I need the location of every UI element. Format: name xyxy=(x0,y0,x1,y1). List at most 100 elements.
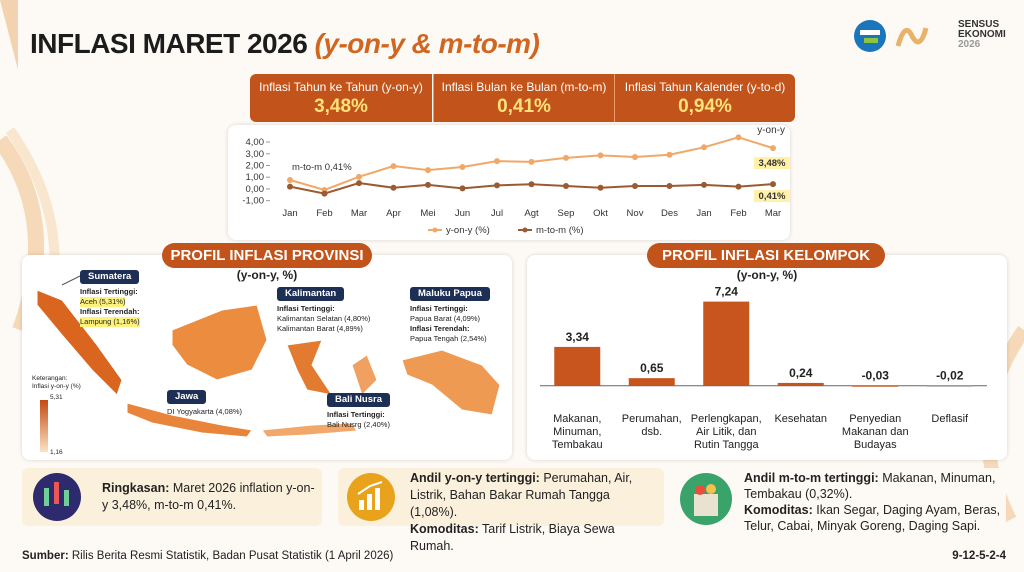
legend-label: m-to-m (%) xyxy=(536,225,584,236)
x-tick-label: Des xyxy=(661,208,678,219)
icon xyxy=(33,473,81,521)
panel-title: PROFIL INFLASI PROVINSI xyxy=(162,243,372,268)
x-tick-label: Jan xyxy=(696,208,711,219)
x-tick-label: Jul xyxy=(491,208,503,219)
logo-text: SENSUS EKONOMI 2026 xyxy=(958,19,1006,50)
x-tick-label: Mei xyxy=(420,208,435,219)
bar-chart: 3,34 0,65 7,24 0,24 -0,03 -0,02 xyxy=(540,285,987,387)
data-point xyxy=(563,183,569,189)
legend-swatch xyxy=(522,227,528,233)
data-point xyxy=(666,151,673,158)
x-tick-label: Feb xyxy=(730,208,746,219)
bar xyxy=(777,382,824,386)
bar xyxy=(926,385,973,387)
x-tick-label: Mar xyxy=(765,208,781,219)
x-tick-label: Jan xyxy=(282,208,297,219)
x-tick-label: Sep xyxy=(558,208,575,219)
y-tick-label: -1,00 xyxy=(242,196,264,207)
data-point xyxy=(494,158,500,165)
panel-title: PROFIL INFLASI KELOMPOK xyxy=(647,243,885,268)
annotation: m-to-m 0,41% xyxy=(292,162,352,173)
data-point xyxy=(528,181,535,188)
x-tick-label: Okt xyxy=(593,208,608,219)
panel-subtitle: (y-on-y, %) xyxy=(236,268,298,282)
summary-box: Ringkasan: Maret 2026 inflation y-on-y 3… xyxy=(22,468,322,526)
group-panel: PROFIL INFLASI KELOMPOK (y-on-y, %) 3,34… xyxy=(527,243,1007,460)
region-callout: Bali Nusra Inflasi Tertinggi: Bali Nusrg (… xyxy=(327,393,390,429)
data-point xyxy=(597,152,604,159)
legend-label: y-on-y (%) xyxy=(446,225,490,236)
label-bg xyxy=(754,157,790,170)
value-label: 0,41% xyxy=(759,191,786,202)
logo-mark xyxy=(854,20,929,52)
line-chart: 4,003,002,001,000,00-1,00 Jan Feb Mar Apr Mei… xyxy=(242,125,790,236)
color-scale xyxy=(40,400,48,452)
province-panel: PROFIL INFLASI PROVINSI (y-on-y, %) Suma… xyxy=(22,243,512,460)
data-point xyxy=(770,145,776,152)
bar xyxy=(554,346,601,386)
value-label: 3,48% xyxy=(759,158,786,169)
y-tick-label: 0,00 xyxy=(246,184,265,195)
logo: SENSUS EKONOMI 2026 xyxy=(850,16,1010,56)
category-label: Makanan, Minuman, Tembakau xyxy=(551,413,603,451)
y-tick-label: 4,00 xyxy=(246,137,265,148)
legend-min: 1,16 xyxy=(50,449,63,456)
data-point xyxy=(425,181,431,188)
x-tick-label: Mar xyxy=(351,208,367,219)
bar xyxy=(703,301,750,386)
data-point xyxy=(735,134,742,141)
panel-subtitle: (y-on-y, %) xyxy=(736,268,798,282)
kpi: Inflasi Bulan ke Bulan (m-to-m) 0,41% xyxy=(433,74,614,122)
bar xyxy=(628,378,675,386)
bar xyxy=(852,385,899,387)
data-point xyxy=(356,180,362,187)
region-callout: Maluku Papua Inflasi Tertinggi: Papua Bara… xyxy=(410,287,490,344)
y-tick-label: 2,00 xyxy=(246,160,265,171)
label-bg xyxy=(754,190,790,203)
value-label: 7,24 xyxy=(715,285,739,299)
icon xyxy=(347,473,395,521)
data-point xyxy=(528,158,535,165)
category-label: Perlengkapan, Air Litik, dan Rutin Tangg… xyxy=(690,413,762,451)
y-tick-label: 3,00 xyxy=(246,149,265,160)
region-callout: Jawa DI Yogyakarta (4,08%) xyxy=(167,390,243,416)
data-point xyxy=(563,154,569,161)
data-point xyxy=(459,164,466,171)
data-point xyxy=(287,183,293,190)
y-tick-label: 1,00 xyxy=(246,172,265,183)
x-tick-label: Feb xyxy=(316,208,332,219)
summary-box: Andil y-on-y tertinggi: Perumahan, Air, … xyxy=(338,468,664,553)
page-title: INFLASI MARET 2026 (y-on-y & m-to-m) xyxy=(30,28,540,59)
summary-box: Andil m-to-m tertinggi: Makanan, Minuman… xyxy=(676,468,1006,533)
value-label: 0,65 xyxy=(640,361,664,375)
data-point xyxy=(425,167,431,174)
region-callout: Sumatera Inflasi Tertinggi: Aceh (5,31%) In… xyxy=(80,270,140,327)
map xyxy=(36,274,501,452)
data-point xyxy=(287,177,293,184)
category-label: Deflasif xyxy=(931,413,969,425)
data-point xyxy=(494,182,500,189)
page-code: 9-12-5-2-4 xyxy=(952,550,1006,562)
data-point xyxy=(390,163,397,170)
legend-max: 5,31 xyxy=(50,394,63,401)
map-legend: Keterangan: Inflasi y-on-y (%) xyxy=(32,375,81,390)
data-point xyxy=(701,181,707,188)
x-tick-label: Jun xyxy=(455,208,470,219)
category-label: Penyedian Makanan dan Budayas xyxy=(841,413,909,451)
x-tick-label: Agt xyxy=(524,208,539,219)
value-label: 0,24 xyxy=(789,366,813,380)
x-tick-label: Nov xyxy=(627,208,644,219)
data-point xyxy=(735,183,742,190)
value-label: -0,02 xyxy=(936,369,964,383)
line-panel: 4,00 3,00 2,00 1,00 0,00 -1,00 Jan Feb Mar Apr Mei… xyxy=(228,125,790,240)
data-point xyxy=(321,190,328,197)
data-point xyxy=(597,184,604,191)
data-point xyxy=(666,183,673,189)
kpi: Inflasi Tahun ke Tahun (y-on-y) 3,48% xyxy=(250,74,432,122)
category-label: Perumahan, dsb. xyxy=(621,413,682,438)
kpi: Inflasi Tahun Kalender (y-to-d) 0,94% xyxy=(614,74,795,122)
data-point xyxy=(632,183,638,189)
annotation: y-on-y xyxy=(757,125,785,136)
source: Sumber: Rilis Berita Resmi Statistik, Ba… xyxy=(22,550,394,562)
